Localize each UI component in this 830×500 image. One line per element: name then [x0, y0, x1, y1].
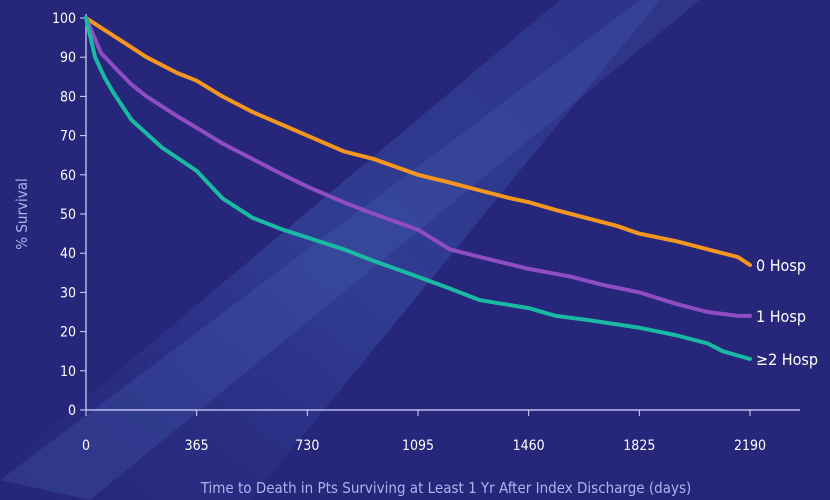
y-axis-title: % Survival: [13, 178, 31, 250]
x-tick-label: 365: [185, 438, 209, 454]
series-label: ≥2 Hosp: [756, 350, 818, 369]
series-label: 1 Hosp: [756, 307, 806, 326]
x-tick-label: 1095: [402, 438, 434, 454]
x-tick-label: 1825: [623, 438, 655, 454]
y-tick-label: 40: [60, 246, 76, 262]
y-tick-label: 80: [60, 89, 76, 105]
background-light-beam: [0, 0, 660, 500]
series-line-1-hosp: [84, 16, 752, 318]
y-tick-label: 30: [60, 285, 76, 301]
y-tick-label: 60: [60, 168, 76, 184]
y-tick-label: 20: [60, 325, 76, 341]
y-tick-label: 50: [60, 207, 76, 223]
x-tick-label: 730: [295, 438, 319, 454]
x-tick-label: 1460: [513, 438, 545, 454]
y-tick-label: 0: [68, 403, 76, 419]
x-tick-label: 2190: [734, 438, 766, 454]
y-tick-label: 10: [60, 364, 76, 380]
y-tick-label: 90: [60, 50, 76, 66]
series-label: 0 Hosp: [756, 256, 806, 275]
x-axis-title: Time to Death in Pts Surviving at Least …: [200, 479, 692, 497]
y-tick-label: 70: [60, 129, 76, 145]
x-tick-label: 0: [82, 438, 90, 454]
series-line-0-hosp: [84, 16, 752, 267]
series-line--2-hosp: [84, 16, 752, 361]
y-tick-label: 100: [52, 11, 76, 27]
